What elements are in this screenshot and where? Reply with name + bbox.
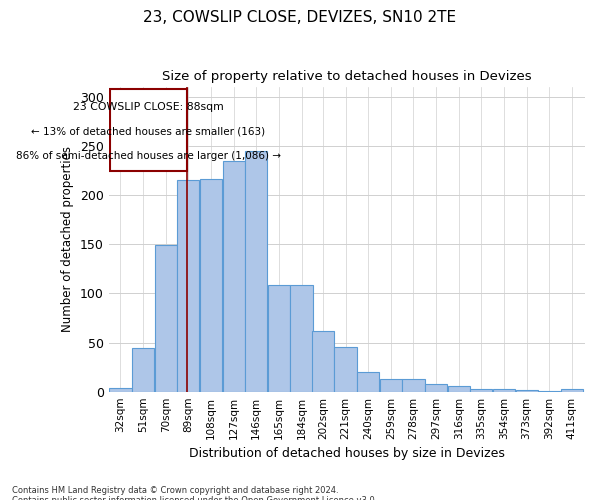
Bar [245, 151, 268, 392]
Bar [268, 284, 290, 392]
Bar [132, 348, 154, 392]
Bar [538, 390, 560, 392]
Bar [155, 245, 177, 392]
Bar [470, 388, 493, 392]
Bar [403, 379, 425, 392]
Bar [493, 388, 515, 392]
Bar [177, 180, 199, 392]
Bar [109, 388, 131, 392]
Bar [290, 284, 313, 392]
Text: Contains HM Land Registry data © Crown copyright and database right 2024.: Contains HM Land Registry data © Crown c… [12, 486, 338, 495]
Bar [515, 390, 538, 392]
Text: Contains public sector information licensed under the Open Government Licence v3: Contains public sector information licen… [12, 496, 377, 500]
Bar [312, 330, 334, 392]
X-axis label: Distribution of detached houses by size in Devizes: Distribution of detached houses by size … [189, 447, 505, 460]
Text: 23 COWSLIP CLOSE: 88sqm: 23 COWSLIP CLOSE: 88sqm [73, 102, 224, 112]
Bar [357, 372, 379, 392]
Text: 23, COWSLIP CLOSE, DEVIZES, SN10 2TE: 23, COWSLIP CLOSE, DEVIZES, SN10 2TE [143, 10, 457, 25]
Text: ← 13% of detached houses are smaller (163): ← 13% of detached houses are smaller (16… [31, 126, 266, 136]
Bar [561, 388, 583, 392]
Title: Size of property relative to detached houses in Devizes: Size of property relative to detached ho… [162, 70, 532, 83]
Y-axis label: Number of detached properties: Number of detached properties [61, 146, 74, 332]
Bar [425, 384, 447, 392]
Bar [448, 386, 470, 392]
Bar [110, 89, 187, 170]
Bar [380, 379, 402, 392]
Bar [334, 348, 356, 392]
Bar [223, 160, 245, 392]
Text: 86% of semi-detached houses are larger (1,086) →: 86% of semi-detached houses are larger (… [16, 151, 281, 161]
Bar [200, 180, 222, 392]
